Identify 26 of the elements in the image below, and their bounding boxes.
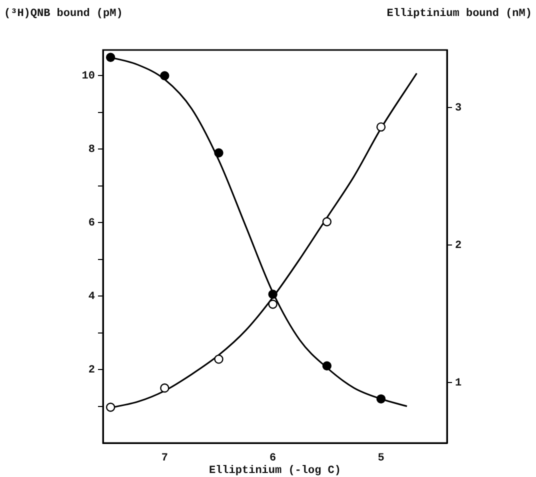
y-tick-label: 10 (82, 70, 95, 82)
point (376, 122, 386, 132)
y-axis-title: (³H)QNB bound (pM) (4, 8, 123, 20)
y2-tick-label: 3 (455, 102, 462, 114)
x-tick-label: 5 (378, 452, 385, 464)
y-tick-label: 4 (88, 290, 96, 303)
x-tick-label: 7 (161, 452, 168, 464)
point (268, 290, 278, 299)
y2-tick-label: 2 (455, 240, 462, 252)
point (322, 217, 332, 226)
x-tick-label: 6 (270, 452, 276, 464)
point (214, 354, 224, 364)
point (322, 361, 332, 370)
point (160, 383, 170, 393)
x-axis-title: Elliptinium (-log C) (208, 465, 342, 477)
y2-axis-title: Elliptinium bound (nM) (386, 8, 532, 20)
point (214, 148, 224, 158)
point (106, 402, 116, 412)
y2-tick-label: 1 (455, 377, 462, 390)
y-tick-label: 6 (88, 217, 95, 230)
y-tick-label: 2 (88, 364, 95, 376)
y-tick-label: 8 (88, 144, 96, 156)
point (160, 71, 170, 80)
point (106, 52, 116, 62)
point (376, 394, 386, 404)
point (268, 300, 278, 309)
